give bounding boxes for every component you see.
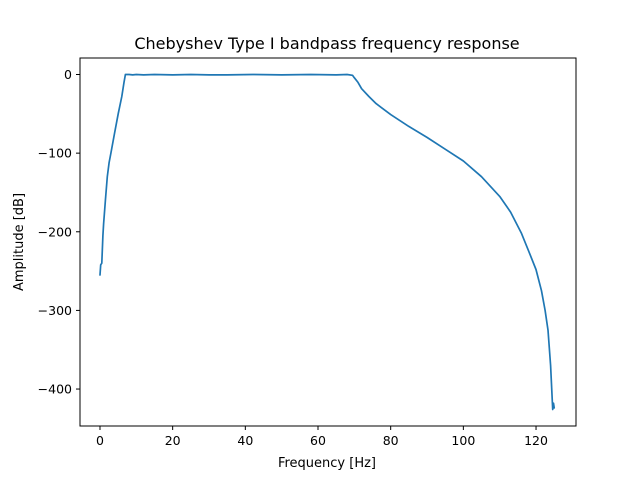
y-tick-label: −200 bbox=[38, 224, 72, 239]
x-tick-label: 40 bbox=[237, 433, 253, 448]
y-tick-label: −400 bbox=[38, 382, 72, 397]
y-tick-label: 0 bbox=[64, 67, 72, 82]
plot-area-frame bbox=[79, 57, 577, 427]
y-tick-label: −300 bbox=[38, 303, 72, 318]
x-tick-label: 80 bbox=[383, 433, 399, 448]
x-axis-ticks: 0 20 40 60 80 100 120 bbox=[96, 426, 548, 448]
x-tick-label: 120 bbox=[524, 433, 548, 448]
chart-title: Chebyshev Type I bandpass frequency resp… bbox=[134, 34, 519, 53]
x-tick-label: 20 bbox=[165, 433, 181, 448]
y-axis-label: Amplitude [dB] bbox=[12, 193, 27, 291]
x-tick-label: 0 bbox=[96, 433, 104, 448]
x-tick-label: 60 bbox=[310, 433, 326, 448]
y-axis-ticks: 0 −100 −200 −300 −400 bbox=[38, 67, 80, 397]
y-tick-label: −100 bbox=[38, 146, 72, 161]
series-line bbox=[99, 73, 556, 411]
x-axis-label: Frequency [Hz] bbox=[278, 456, 376, 471]
x-tick-label: 100 bbox=[451, 433, 475, 448]
